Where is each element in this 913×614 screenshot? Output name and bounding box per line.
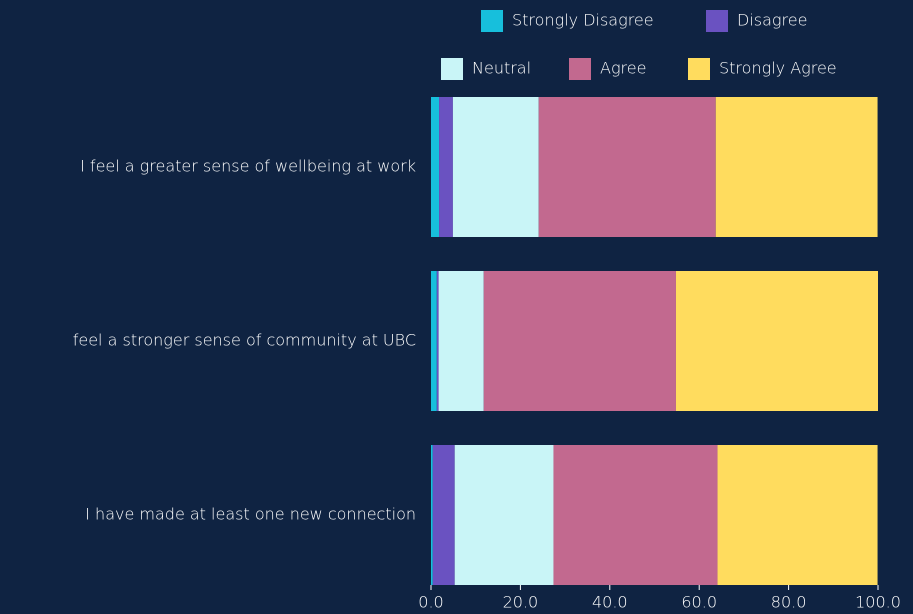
- legend-label[interactable]: Strongly Disagree: [512, 11, 654, 30]
- x-tick-label: 100.0: [855, 593, 901, 612]
- bar-segment: [453, 97, 539, 237]
- bar-segment: [433, 445, 455, 585]
- bar-segment: [431, 271, 437, 411]
- bar-segment: [437, 271, 439, 411]
- legend-swatch[interactable]: [569, 58, 591, 80]
- bar-segment: [718, 445, 878, 585]
- legend-label[interactable]: Agree: [600, 59, 646, 78]
- y-tick-label: feel a stronger sense of community at UB…: [73, 331, 416, 350]
- legend-swatch[interactable]: [481, 10, 503, 32]
- legend-swatch[interactable]: [706, 10, 728, 32]
- bar-segment: [676, 271, 878, 411]
- legend-label[interactable]: Neutral: [472, 59, 531, 78]
- legend-swatch[interactable]: [688, 58, 710, 80]
- y-tick-label: I feel a greater sense of wellbeing at w…: [80, 157, 416, 176]
- legend-label[interactable]: Disagree: [737, 11, 807, 30]
- y-tick-label: I have made at least one new connection: [85, 505, 416, 524]
- legend-label[interactable]: Strongly Agree: [719, 59, 837, 78]
- bar-segment: [716, 97, 878, 237]
- x-tick-label: 40.0: [592, 593, 628, 612]
- bar-segment: [455, 445, 554, 585]
- legend-swatch[interactable]: [441, 58, 463, 80]
- bar-segment: [431, 445, 433, 585]
- bar-segment: [553, 445, 717, 585]
- chart: I feel a greater sense of wellbeing at w…: [0, 0, 913, 614]
- bar-segment: [439, 97, 453, 237]
- x-tick-label: 80.0: [771, 593, 807, 612]
- x-tick-label: 0.0: [418, 593, 443, 612]
- bar-segment: [539, 97, 716, 237]
- bar-segment: [431, 97, 439, 237]
- bar-segment: [484, 271, 676, 411]
- x-tick-label: 60.0: [681, 593, 717, 612]
- x-tick-label: 20.0: [503, 593, 539, 612]
- bar-segment: [439, 271, 484, 411]
